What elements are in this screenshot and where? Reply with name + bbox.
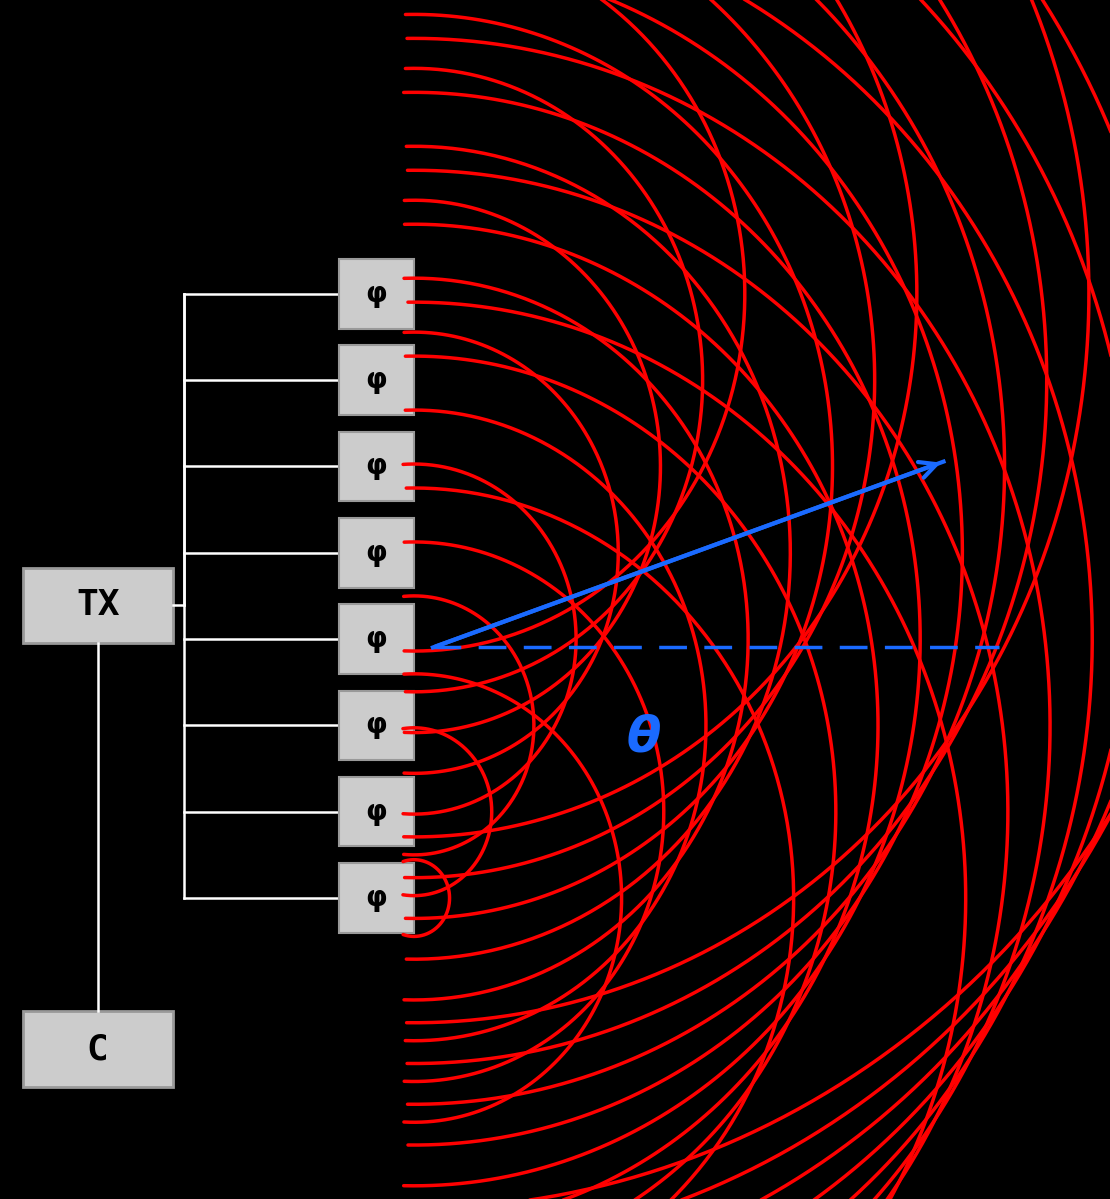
FancyBboxPatch shape bbox=[339, 518, 414, 588]
FancyBboxPatch shape bbox=[22, 568, 173, 643]
Text: φ: φ bbox=[365, 366, 387, 394]
Text: TX: TX bbox=[75, 589, 120, 622]
Text: φ: φ bbox=[365, 538, 387, 567]
Text: φ: φ bbox=[365, 711, 387, 740]
Text: φ: φ bbox=[365, 884, 387, 912]
FancyBboxPatch shape bbox=[339, 432, 414, 501]
Text: φ: φ bbox=[365, 452, 387, 481]
FancyBboxPatch shape bbox=[339, 259, 414, 329]
Text: φ: φ bbox=[365, 797, 387, 826]
Text: θ: θ bbox=[627, 713, 660, 761]
FancyBboxPatch shape bbox=[339, 777, 414, 846]
Text: C: C bbox=[87, 1032, 109, 1066]
Text: φ: φ bbox=[365, 279, 387, 308]
FancyBboxPatch shape bbox=[339, 604, 414, 674]
FancyBboxPatch shape bbox=[339, 345, 414, 415]
FancyBboxPatch shape bbox=[22, 1012, 173, 1086]
FancyBboxPatch shape bbox=[339, 691, 414, 760]
FancyBboxPatch shape bbox=[339, 863, 414, 933]
Text: φ: φ bbox=[365, 625, 387, 653]
